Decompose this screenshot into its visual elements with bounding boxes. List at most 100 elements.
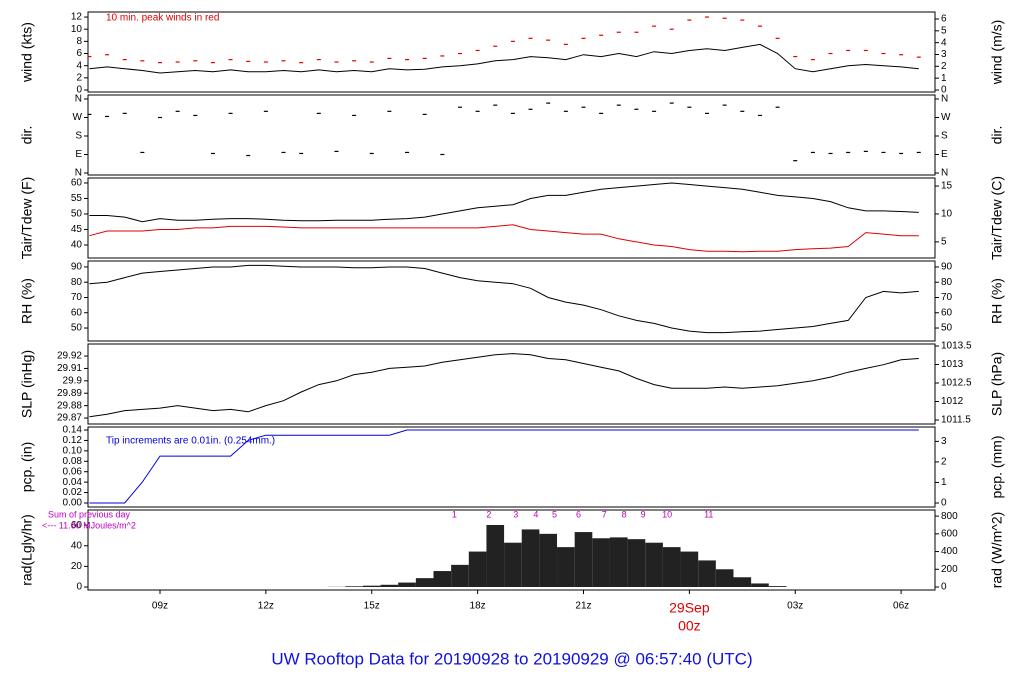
y-tick-label: 60 [71,520,83,531]
y2-tick-label: 600 [941,528,958,539]
x-tick-label: 03z [787,601,803,612]
y2-tick-label: 400 [941,546,958,557]
y-axis-title: rad(Lgly/hr) [19,514,35,586]
y-tick-label: 55 [71,193,83,204]
y-tick-label: 8 [76,36,82,47]
y-tick-label: 40 [71,540,83,551]
bar [662,547,681,588]
y-tick-label: 90 [71,262,83,273]
x-tick-label: 12z [258,601,274,612]
y2-tick-label: 0 [941,85,947,96]
y-tick-label: 0.10 [63,446,83,457]
y-tick-label: 29.91 [57,363,82,374]
hour-mark: 10 [662,509,672,519]
y2-tick-label: S [941,131,948,142]
y2-axis-title: RH (%) [989,278,1005,324]
panel-frame [87,509,936,591]
bar [521,529,540,588]
y-tick-label: 50 [71,323,83,334]
y2-tick-label: 1012.5 [941,378,972,389]
y2-tick-label: 3 [941,49,947,60]
y2-axis-title: Tair/Tdew (C) [989,176,1005,260]
y-tick-label: 0.12 [63,435,83,446]
hour-mark: 9 [641,509,646,519]
panel-frame [87,260,936,342]
y2-tick-label: 1 [941,477,947,488]
x-tick-label: 21z [575,601,591,612]
x-tick-label: 18z [470,601,486,612]
y-tick-label: 0 [76,582,82,593]
y2-tick-label: 2 [941,457,947,468]
bar [468,551,487,588]
data-line [89,182,919,223]
y2-tick-label: 70 [941,292,953,303]
y-tick-label: 20 [71,561,83,572]
y2-axis-title: rad (W/m^2) [989,512,1005,589]
panel-frame [87,343,936,425]
panel-frame [87,177,936,259]
bar [645,542,663,588]
y-tick-label: 60 [71,307,83,318]
annotation: Tip increments are 0.01in. (0.254mm.) [106,436,275,447]
hour-mark: 7 [602,509,607,519]
y-tick-label: 12 [71,12,83,23]
bar [504,542,522,588]
y-tick-label: N [75,94,82,105]
x-tick-label: 00z [678,618,701,634]
date-label: 29Sep [669,600,710,616]
y-axis-title: SLP (inHg) [19,350,35,418]
bar [451,564,469,588]
note: Sum of previous day [48,509,131,519]
x-tick-label: 15z [364,601,380,612]
bar [415,578,434,588]
panel-frame [87,11,936,93]
bar [486,524,505,588]
y2-tick-label: 5 [941,25,947,36]
y2-tick-label: 1013.5 [941,341,972,352]
y2-axis-title: dir. [989,126,1005,145]
y2-tick-label: 90 [941,262,953,273]
data-line [89,353,919,418]
y2-axis-title: SLP (hPa) [989,352,1005,416]
y-tick-label: S [75,131,82,142]
y2-tick-label: 0 [941,498,947,509]
panel-frame [87,94,936,176]
note: <--- 11.60 MJoules/m^2 [42,520,136,530]
y-tick-label: 29.92 [57,351,82,362]
bar [751,583,769,588]
hour-mark: 5 [552,509,557,519]
y-tick-label: 60 [71,178,83,189]
y-tick-label: 50 [71,209,83,220]
bar [680,551,699,588]
hour-mark: 3 [513,509,518,519]
hour-mark: 1 [452,509,457,519]
bar [768,586,787,588]
y2-tick-label: 1011.5 [941,415,971,426]
bar [362,585,381,588]
bar [715,569,734,588]
y2-tick-label: 0 [941,582,947,593]
y-tick-label: 6 [76,48,82,59]
y-tick-label: 29.88 [57,400,82,411]
data-line [89,429,919,504]
y-tick-label: 29.89 [57,388,82,399]
y-tick-label: 29.9 [63,375,83,386]
y2-tick-label: N [941,94,948,105]
bar [698,560,716,588]
y2-tick-label: 15 [941,181,953,192]
y-tick-label: 70 [71,292,83,303]
annotation: 10 min. peak winds in red [106,13,219,24]
bar [539,533,558,588]
chart-title: UW Rooftop Data for 20190928 to 20190929… [271,649,752,668]
y-tick-label: 0.04 [63,477,83,488]
y-tick-label: E [75,149,82,160]
y-tick-label: 0.02 [63,487,83,498]
y-axis-title: dir. [19,126,35,145]
bar [609,537,628,588]
y-tick-label: 0.00 [63,498,83,509]
hour-mark: 11 [704,509,713,519]
hour-mark: 6 [576,509,581,519]
y2-tick-label: 4 [941,37,947,48]
y-tick-label: 45 [71,224,83,235]
